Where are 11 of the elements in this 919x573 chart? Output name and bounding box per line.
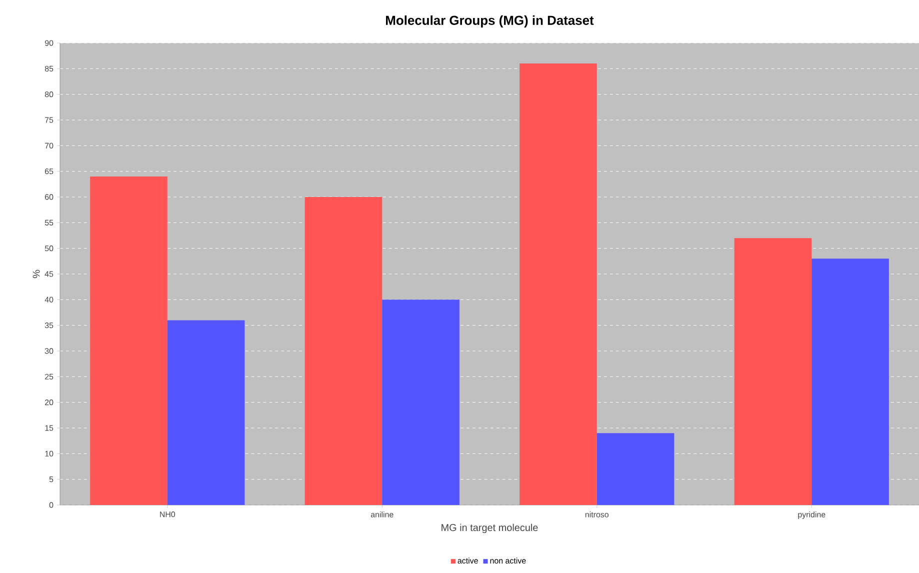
bar [812,258,889,505]
bar [90,176,168,505]
bar [382,300,460,505]
y-axis-title: % [32,270,40,278]
bar [167,320,245,505]
bar [596,433,674,505]
chart-title: Molecular Groups (MG) in Dataset [386,15,594,28]
bar [304,197,382,505]
bar [520,64,597,505]
x-axis-title: MG in target molecule [442,524,538,534]
bar [734,238,812,505]
